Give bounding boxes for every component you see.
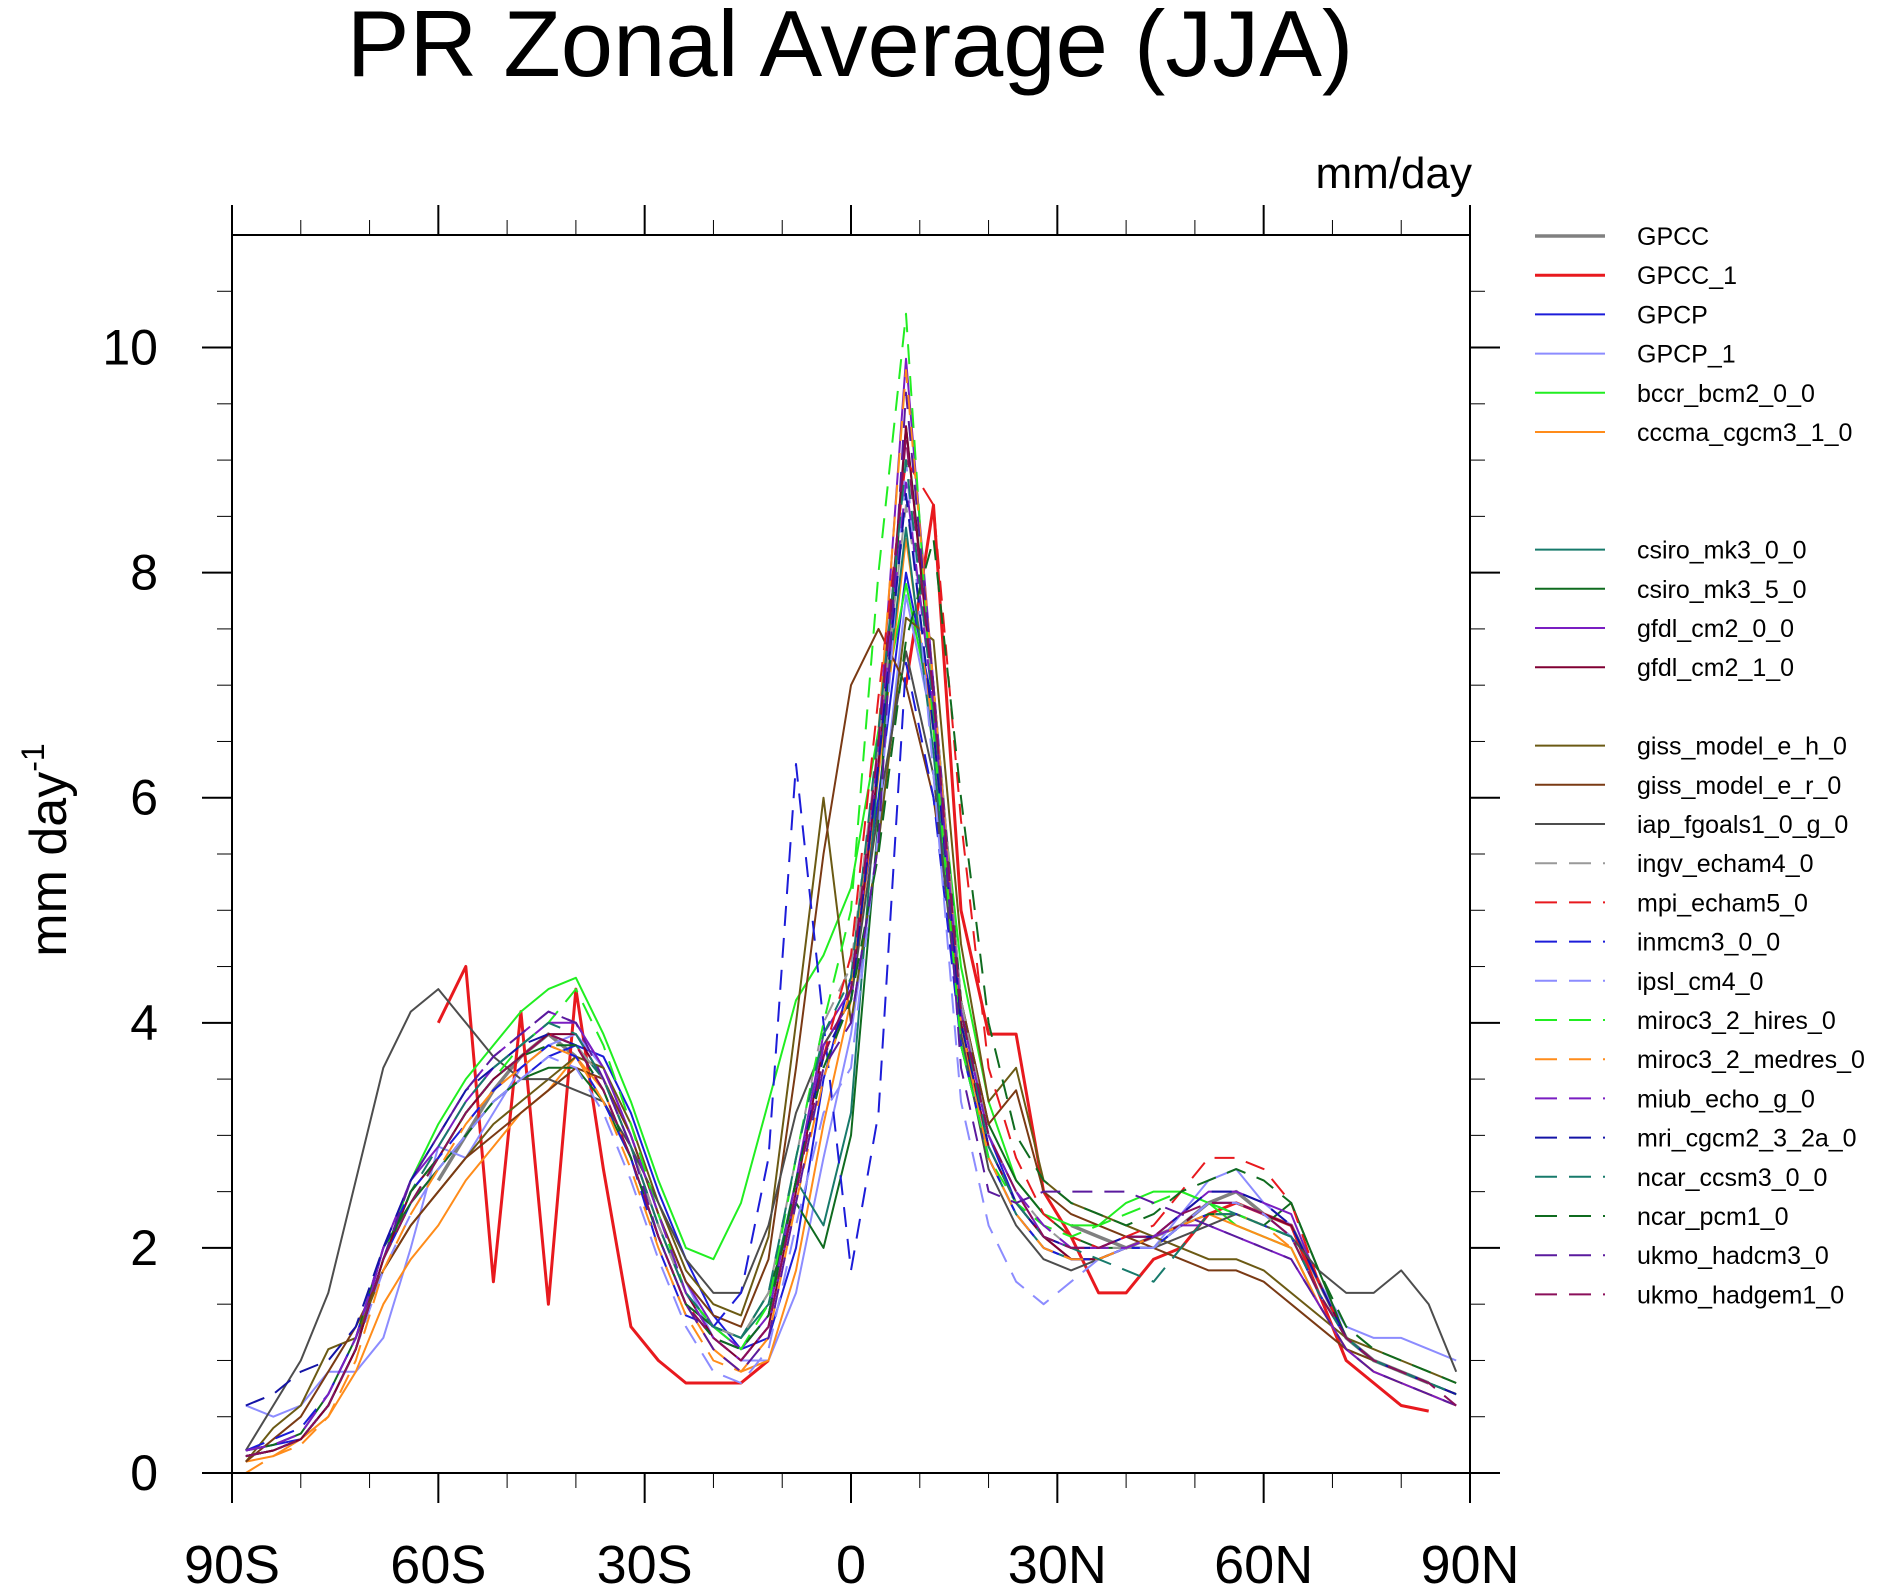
y-tick-label: 10 bbox=[102, 320, 158, 376]
legend-label-iap_fgoals1_0_g_0: iap_fgoals1_0_g_0 bbox=[1637, 811, 1848, 839]
legend: GPCC GPCC_1 GPCP GPCP_1 bccr_bcm2_0_0 cccma_c… bbox=[1535, 223, 1865, 1309]
y-tick-label: 0 bbox=[130, 1445, 158, 1501]
x-tick-label: 30N bbox=[1008, 1535, 1107, 1595]
series-line-ukmo_hadcm3_0 bbox=[245, 391, 1457, 1458]
legend-label-GPCP: GPCP bbox=[1637, 301, 1708, 329]
legend-label-GPCC: GPCC bbox=[1637, 223, 1709, 251]
legend-label-miroc3_2_hires_0: miroc3_2_hires_0 bbox=[1637, 1007, 1836, 1035]
x-tick-label: 30S bbox=[597, 1535, 693, 1595]
legend-label-ipsl_cm4_0: ipsl_cm4_0 bbox=[1637, 968, 1763, 996]
legend-label-csiro_mk3_5_0: csiro_mk3_5_0 bbox=[1637, 576, 1807, 604]
plot-frame bbox=[231, 234, 1471, 1474]
series-line-inmcm3_0_0 bbox=[245, 661, 1457, 1452]
x-tick-label: 0 bbox=[836, 1535, 866, 1595]
plot-series bbox=[244, 312, 1458, 1474]
legend-label-ncar_pcm1_0: ncar_pcm1_0 bbox=[1637, 1203, 1788, 1231]
y-tick-label: 8 bbox=[130, 545, 158, 601]
y-tick-label: 6 bbox=[130, 770, 158, 826]
axis-ticks: 0 2 4 6 8 10 90S 60S 30S 0 30N 60N 90N bbox=[102, 205, 1520, 1595]
x-tick-label: 60N bbox=[1214, 1535, 1313, 1595]
series-line-ncar_ccsm3_0_0 bbox=[245, 459, 1457, 1458]
x-tick-label: 90N bbox=[1420, 1535, 1519, 1595]
units-label: mm/day bbox=[1316, 149, 1472, 198]
series-line-ukmo_hadgem1_0 bbox=[245, 436, 1457, 1458]
legend-label-inmcm3_0_0: inmcm3_0_0 bbox=[1637, 929, 1780, 957]
legend-label-GPCC_1: GPCC_1 bbox=[1637, 262, 1737, 290]
legend-label-ncar_ccsm3_0_0: ncar_ccsm3_0_0 bbox=[1637, 1164, 1827, 1192]
legend-label-ukmo_hadcm3_0: ukmo_hadcm3_0 bbox=[1637, 1242, 1829, 1270]
series-line-GPCP bbox=[245, 571, 1457, 1452]
series-line-GPCP_1 bbox=[245, 594, 1457, 1418]
legend-label-csiro_mk3_0_0: csiro_mk3_0_0 bbox=[1637, 537, 1807, 565]
y-tick-label: 2 bbox=[130, 1220, 158, 1276]
series-line-mpi_echam5_0 bbox=[245, 459, 1457, 1458]
legend-label-mpi_echam5_0: mpi_echam5_0 bbox=[1637, 889, 1808, 917]
series-line-csiro_mk3_5_0 bbox=[245, 425, 1457, 1452]
legend-label-GPCP_1: GPCP_1 bbox=[1637, 341, 1736, 369]
series-line-gfdl_cm2_1_0 bbox=[245, 425, 1457, 1458]
x-tick-label: 90S bbox=[184, 1535, 280, 1595]
legend-label-mri_cgcm2_3_2a_0: mri_cgcm2_3_2a_0 bbox=[1637, 1125, 1857, 1153]
series-line-miroc3_2_medres_0 bbox=[245, 369, 1457, 1474]
y-axis-label: mm day-1 bbox=[15, 743, 78, 956]
chart-title: PR Zonal Average (JJA) bbox=[347, 0, 1354, 96]
legend-label-giss_model_e_h_0: giss_model_e_h_0 bbox=[1637, 733, 1847, 761]
y-axis-label-text: mm day bbox=[20, 772, 78, 957]
legend-label-gfdl_cm2_1_0: gfdl_cm2_1_0 bbox=[1637, 654, 1794, 682]
legend-label-miub_echo_g_0: miub_echo_g_0 bbox=[1637, 1085, 1815, 1113]
x-tick-label: 60S bbox=[390, 1535, 486, 1595]
legend-label-bccr_bcm2_0_0: bccr_bcm2_0_0 bbox=[1637, 380, 1815, 408]
y-axis-label-superscript: -1 bbox=[15, 743, 51, 771]
y-tick-label: 4 bbox=[130, 995, 158, 1051]
legend-label-miroc3_2_medres_0: miroc3_2_medres_0 bbox=[1637, 1046, 1865, 1074]
legend-label-gfdl_cm2_0_0: gfdl_cm2_0_0 bbox=[1637, 615, 1794, 643]
legend-label-giss_model_e_r_0: giss_model_e_r_0 bbox=[1637, 772, 1841, 800]
series-line-iap_fgoals1_0_g_0 bbox=[244, 650, 1458, 1452]
series-line-miub_echo_g_0 bbox=[245, 481, 1457, 1452]
series-line-giss_model_e_r_0 bbox=[245, 627, 1457, 1463]
legend-label-cccma_cgcm3_1_0: cccma_cgcm3_1_0 bbox=[1637, 419, 1852, 447]
legend-label-ingv_echam4_0: ingv_echam4_0 bbox=[1637, 850, 1814, 878]
legend-label-ukmo_hadgem1_0: ukmo_hadgem1_0 bbox=[1637, 1281, 1844, 1309]
series-line-giss_model_e_h_0 bbox=[245, 616, 1457, 1463]
